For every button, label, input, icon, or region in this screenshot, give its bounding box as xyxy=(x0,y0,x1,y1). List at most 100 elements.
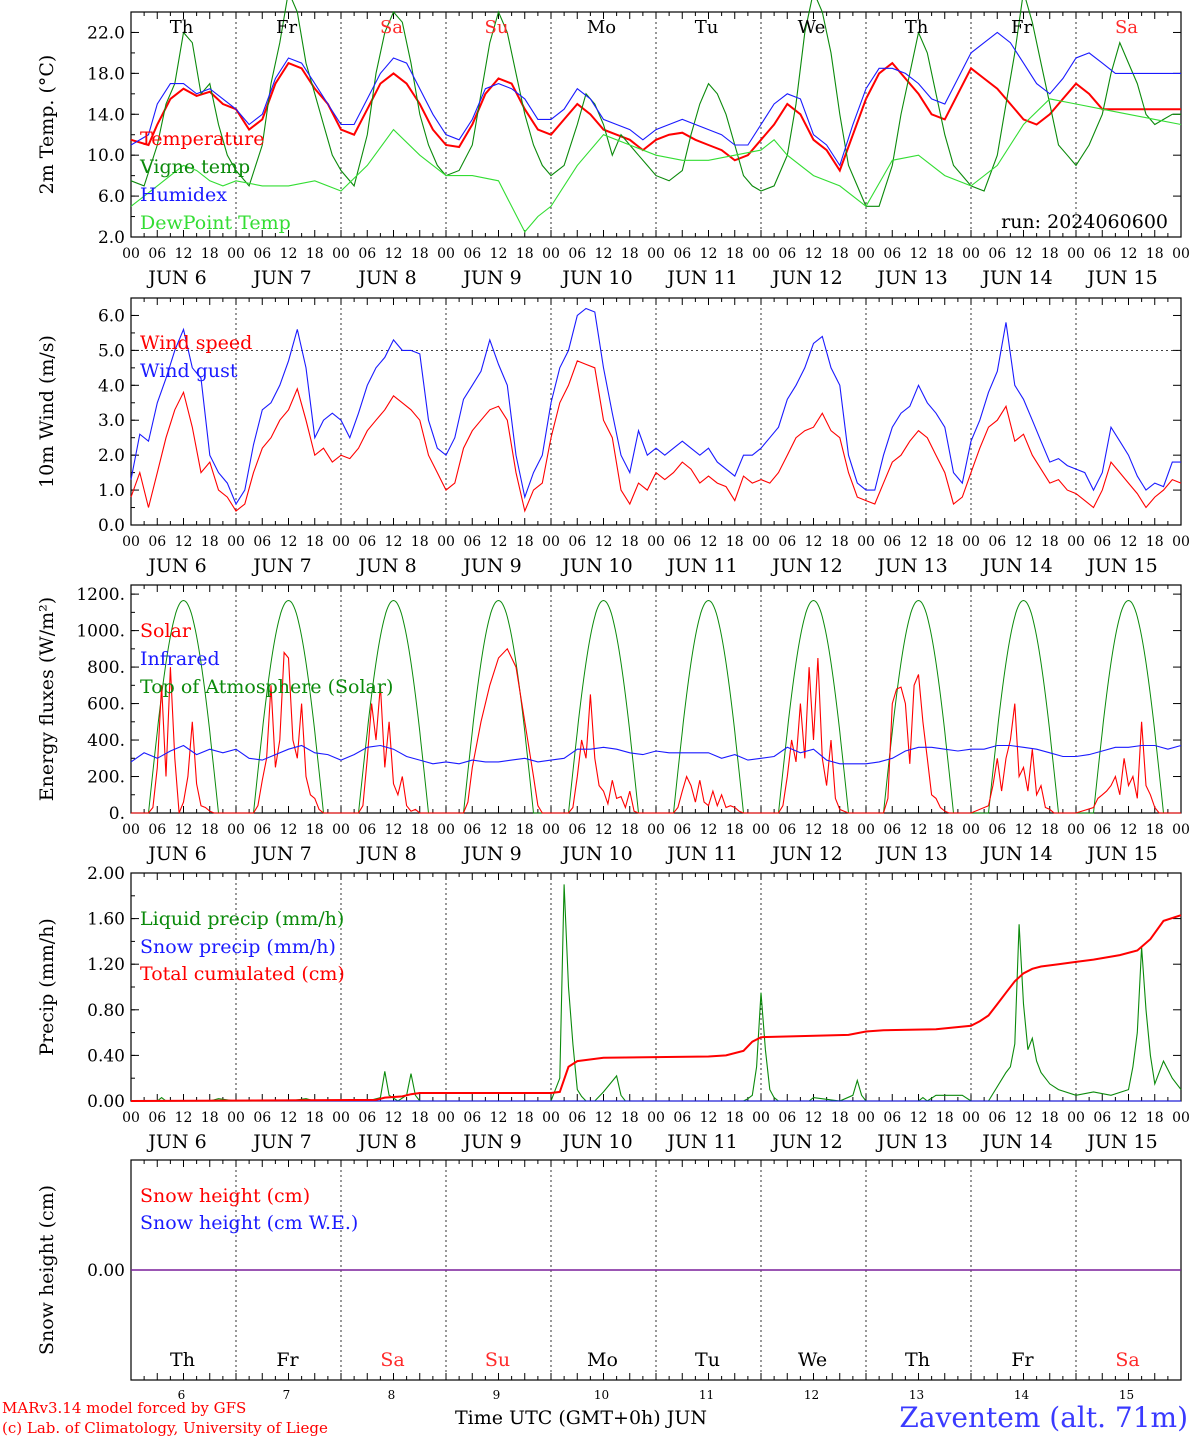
date-label: JUN 7 xyxy=(251,843,311,865)
solar-line xyxy=(131,647,1181,814)
x-tick-label: 00 xyxy=(1067,534,1085,550)
date-label: JUN 11 xyxy=(665,843,737,865)
x-tick-label: 18 xyxy=(831,1110,849,1126)
x-tick-label: 00 xyxy=(962,534,980,550)
x-tick-label: 12 xyxy=(910,246,928,262)
weekday-label: Sa xyxy=(1115,17,1138,38)
date-label: JUN 8 xyxy=(356,267,416,289)
x-tick-label: 00 xyxy=(542,822,560,838)
x-tick-label: 06 xyxy=(673,246,691,262)
date-label: JUN 12 xyxy=(770,1131,842,1153)
x-tick-label: 06 xyxy=(988,246,1006,262)
weekday-label: Th xyxy=(905,17,929,38)
y-tick-label: 0.40 xyxy=(87,1046,125,1066)
x-tick-label: 00 xyxy=(122,534,140,550)
x-tick-label: 06 xyxy=(148,246,166,262)
x-tick-label: 18 xyxy=(516,1110,534,1126)
x-tick-label: 12 xyxy=(1015,1110,1033,1126)
y-tick-label: 10.0 xyxy=(87,146,125,166)
legend-entry: Temperature xyxy=(140,128,264,150)
y-tick-label: 1.0 xyxy=(98,481,125,501)
x-tick-label: 00 xyxy=(332,534,350,550)
date-label: JUN 13 xyxy=(875,267,947,289)
x-tick-label: 06 xyxy=(358,534,376,550)
x-tick-label: 12 xyxy=(1015,246,1033,262)
x-tick-label: 12 xyxy=(490,534,508,550)
x-tick-label: 06 xyxy=(673,534,691,550)
x-tick-label: 06 xyxy=(148,1110,166,1126)
weekday-label: Th xyxy=(170,17,194,38)
x-tick-label: 18 xyxy=(936,1110,954,1126)
wind-gust-line xyxy=(130,307,1181,506)
x-tick-label: 00 xyxy=(752,534,770,550)
y-tick-label: 5.0 xyxy=(98,341,125,361)
panel-5: 0.00 Snow height (cm) Snow height (cm) Snow… xyxy=(36,1159,1182,1402)
date-label: JUN 6 xyxy=(146,555,206,577)
x-tick-label: 12 xyxy=(175,534,193,550)
x-tick-label: 06 xyxy=(148,534,166,550)
date-label: JUN 12 xyxy=(770,555,842,577)
date-label: JUN 8 xyxy=(356,1131,416,1153)
panel-2: 0.0 1.0 2.0 3.0 4.0 5.0 6.0 10m Wind (m/s) 00 06 1… xyxy=(36,297,1190,577)
x-tick-label: 12 xyxy=(385,246,403,262)
x-tick-label: 00 xyxy=(1067,1110,1085,1126)
x-tick-label: 00 xyxy=(227,534,245,550)
weekday-label: Mo xyxy=(587,1349,618,1371)
temperature-line xyxy=(130,61,1181,173)
x-tick-label: 12 xyxy=(1015,822,1033,838)
x-tick-label: 06 xyxy=(778,534,796,550)
date-label: JUN 9 xyxy=(461,843,521,865)
x-tick-label: 12 xyxy=(1120,822,1138,838)
y-tick-label: 2.0 xyxy=(98,446,125,466)
date-label: JUN 10 xyxy=(560,1131,632,1153)
x-tick-label: 00 xyxy=(647,534,665,550)
y-tick-label: 3.0 xyxy=(98,411,125,431)
x-tick-label: 12 xyxy=(595,246,613,262)
x-tick-label: 18 xyxy=(1041,534,1059,550)
x-tick-label: 00 xyxy=(647,822,665,838)
legend-entry: Wind gust xyxy=(140,360,238,382)
weekday-label: We xyxy=(798,17,826,38)
x-tick-label: 00 xyxy=(962,822,980,838)
date-label: JUN 9 xyxy=(461,555,521,577)
x-tick-label: 12 xyxy=(490,822,508,838)
y-tick-label: 0. xyxy=(109,804,125,824)
liquid-precip-mm-h-line xyxy=(131,884,1182,1102)
date-label: JUN 9 xyxy=(461,267,521,289)
legend-entry: DewPoint Temp xyxy=(140,212,291,234)
x-tick-label: 00 xyxy=(542,246,560,262)
panel-4: 0.00 0.40 0.80 1.20 1.60 2.00 Precip (mm/h) 00 0… xyxy=(36,864,1190,1153)
x-tick-label: 12 xyxy=(280,822,298,838)
weekday-label: Fr xyxy=(1011,17,1032,38)
legend-entry: Top of Atmosphere (Solar) xyxy=(140,676,393,698)
x-tick-label: 00 xyxy=(437,822,455,838)
x-tick-label: 00 xyxy=(1172,1110,1190,1126)
x-tick-label: 06 xyxy=(778,822,796,838)
x-tick-label: 18 xyxy=(1041,1110,1059,1126)
date-label: JUN 8 xyxy=(356,555,416,577)
date-label: JUN 13 xyxy=(875,1131,947,1153)
weekday-label: Su xyxy=(485,1349,510,1371)
x-tick-label: 12 xyxy=(910,822,928,838)
x-tick-label: 12 xyxy=(700,534,718,550)
x-tick-label: 00 xyxy=(437,534,455,550)
x-tick-label: 12 xyxy=(595,534,613,550)
x-tick-label: 12 xyxy=(490,1110,508,1126)
panel-1: 2.0 6.0 10.0 14.0 18.0 22.0 2m Temp. (°C) 00 06 1… xyxy=(36,0,1190,289)
legend-entry: Snow precip (mm/h) xyxy=(140,936,336,958)
weekday-label: Tu xyxy=(695,17,719,38)
x-tick-label: 06 xyxy=(883,246,901,262)
y-tick-label: 0.00 xyxy=(87,1261,125,1281)
x-tick-label: 06 xyxy=(568,1110,586,1126)
x-tick-label: 18 xyxy=(201,534,219,550)
x-tick-label: 00 xyxy=(437,1110,455,1126)
y-tick-label: 6.0 xyxy=(98,187,125,207)
x-tick-label: 06 xyxy=(1093,246,1111,262)
x-tick-label: 12 xyxy=(1120,534,1138,550)
x-tick-label: 12 xyxy=(385,822,403,838)
x-tick-label: 06 xyxy=(778,246,796,262)
x-tick-label: 00 xyxy=(1067,246,1085,262)
x-tick-label: 18 xyxy=(831,246,849,262)
x-tick-label: 06 xyxy=(988,1110,1006,1126)
x-tick-label: 18 xyxy=(726,534,744,550)
